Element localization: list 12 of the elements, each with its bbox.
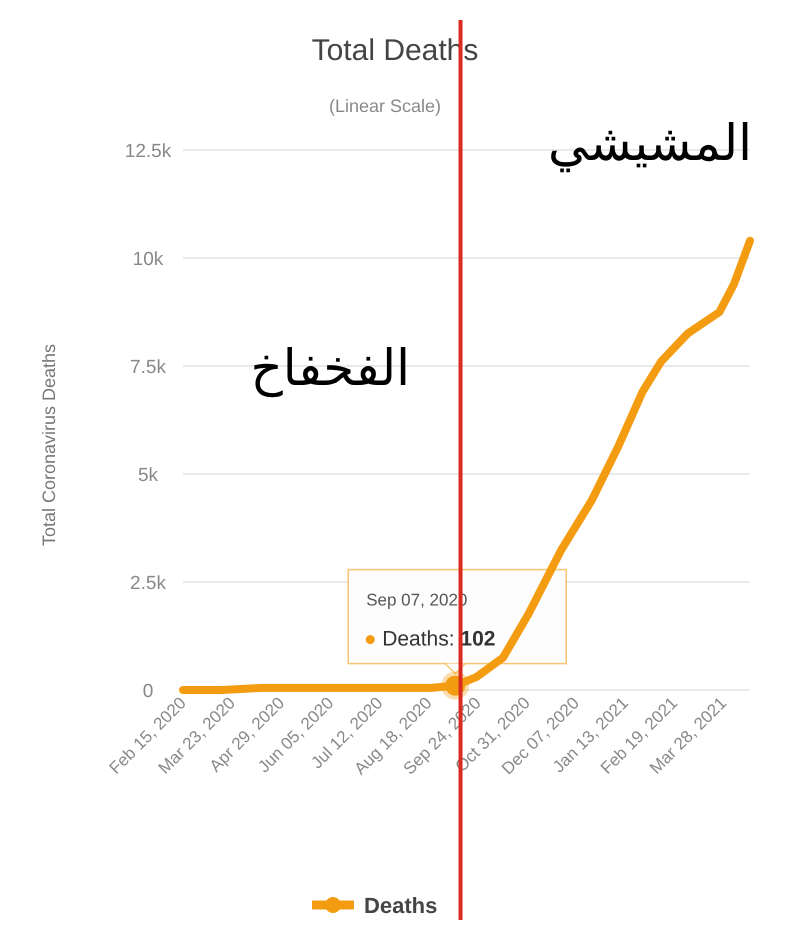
chart-subtitle: (Linear Scale) (328, 96, 442, 116)
legend-label: Deaths (364, 893, 438, 918)
y-tick-label: 2.5k (130, 573, 166, 594)
annotation: الفخفاخ (250, 339, 410, 398)
annotation: Deaths: 102 (382, 628, 496, 651)
y-tick-label: 0 (142, 681, 154, 702)
y-axis-title: Total Coronavirus Deaths (39, 344, 59, 546)
y-tick-label: 10k (132, 249, 164, 270)
y-tick-label: 7.5k (130, 357, 166, 378)
y-tick-label: 5k (138, 465, 159, 486)
y-tick-label: 12.5k (124, 141, 172, 162)
annotation: المشيشي (548, 114, 752, 173)
